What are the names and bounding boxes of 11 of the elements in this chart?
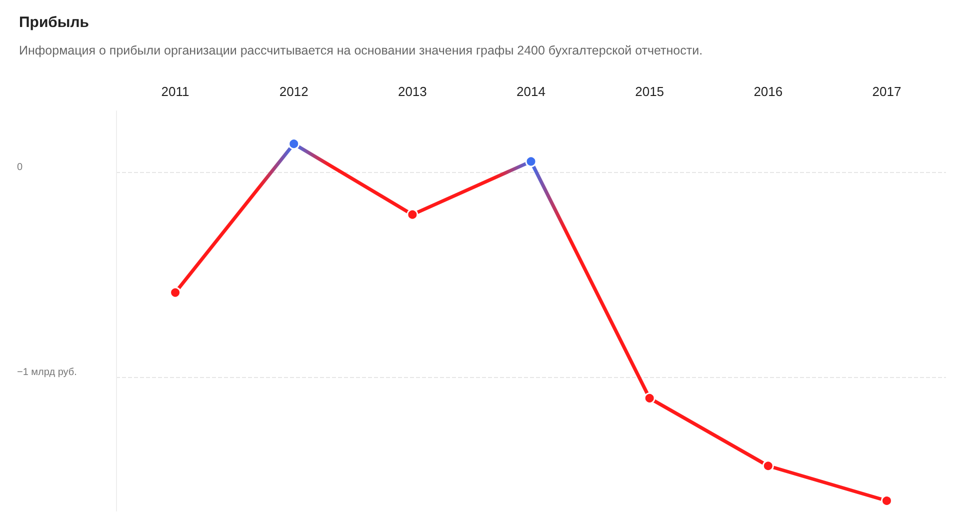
chart-subtitle: Информация о прибыли организации рассчитывается на основании значения графы 2400 бухгалтерской отчетности. <box>19 44 703 58</box>
x-tick-label: 2013 <box>398 84 427 99</box>
chart-title: Прибыль <box>19 14 89 31</box>
x-tick-label: 2011 <box>161 84 190 99</box>
y-tick-label: 0 <box>17 162 23 174</box>
x-tick-label: 2017 <box>872 84 902 99</box>
y-tick-label: −1 млрд руб. <box>17 367 77 378</box>
x-tick-label: 2016 <box>754 84 783 99</box>
x-tick-label: 2014 <box>516 84 546 99</box>
x-tick-label: 2015 <box>635 84 664 99</box>
x-tick-label: 2012 <box>279 84 308 99</box>
